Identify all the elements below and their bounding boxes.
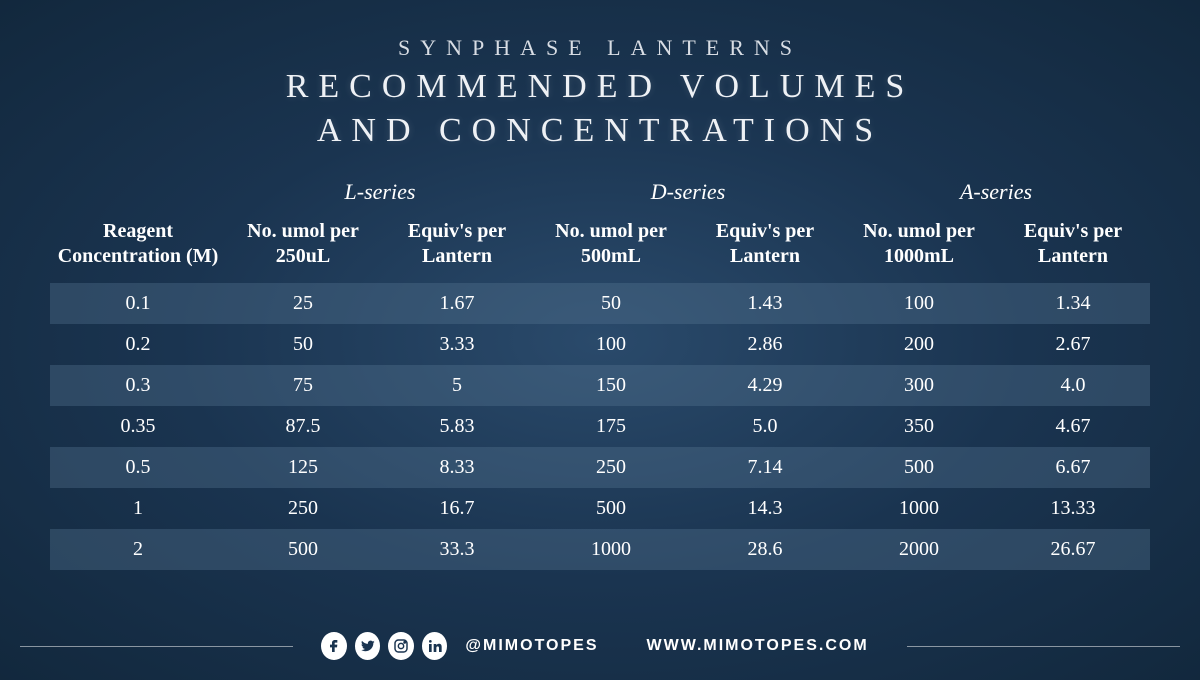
title-block: SYNPHASE LANTERNS RECOMMENDED VOLUMES AN… [50, 35, 1150, 153]
table-row: 0.37551504.293004.0 [50, 365, 1150, 406]
table-row: 250033.3100028.6200026.67 [50, 529, 1150, 570]
cell-conc: 0.35 [50, 406, 226, 447]
cell-d_eq: 4.29 [688, 365, 842, 406]
cell-d_umol: 250 [534, 447, 688, 488]
cell-l_eq: 5 [380, 365, 534, 406]
cell-conc: 0.1 [50, 283, 226, 324]
series-header-row: L-series D-series A-series [50, 173, 1150, 215]
cell-l_umol: 25 [226, 283, 380, 324]
main-title-line2: AND CONCENTRATIONS [317, 112, 883, 149]
cell-a_umol: 100 [842, 283, 996, 324]
a-umol-header: No. umol per 1000mL [842, 215, 996, 283]
cell-l_umol: 87.5 [226, 406, 380, 447]
cell-a_umol: 2000 [842, 529, 996, 570]
series-l-label: L-series [226, 173, 534, 215]
instagram-icon[interactable] [388, 632, 414, 660]
cell-d_umol: 1000 [534, 529, 688, 570]
series-a-label: A-series [842, 173, 1150, 215]
cell-d_eq: 28.6 [688, 529, 842, 570]
volumes-table: L-series D-series A-series Reagent Conce… [50, 173, 1150, 570]
cell-a_eq: 6.67 [996, 447, 1150, 488]
cell-l_eq: 3.33 [380, 324, 534, 365]
cell-d_umol: 175 [534, 406, 688, 447]
cell-l_eq: 1.67 [380, 283, 534, 324]
cell-l_umol: 500 [226, 529, 380, 570]
main-title: RECOMMENDED VOLUMES AND CONCENTRATIONS [50, 65, 1150, 153]
cell-a_eq: 1.34 [996, 283, 1150, 324]
cell-l_eq: 8.33 [380, 447, 534, 488]
social-handle: @MIMOTOPES [465, 637, 598, 655]
divider-left [20, 646, 293, 647]
cell-d_eq: 5.0 [688, 406, 842, 447]
cell-l_umol: 50 [226, 324, 380, 365]
cell-d_umol: 500 [534, 488, 688, 529]
cell-l_umol: 250 [226, 488, 380, 529]
l-equiv-header: Equiv's per Lantern [380, 215, 534, 283]
cell-a_eq: 2.67 [996, 324, 1150, 365]
column-header-row: Reagent Concentration (M) No. umol per 2… [50, 215, 1150, 283]
cell-d_eq: 14.3 [688, 488, 842, 529]
cell-conc: 0.3 [50, 365, 226, 406]
cell-conc: 1 [50, 488, 226, 529]
table-row: 0.2503.331002.862002.67 [50, 324, 1150, 365]
cell-d_eq: 7.14 [688, 447, 842, 488]
table-row: 125016.750014.3100013.33 [50, 488, 1150, 529]
cell-a_eq: 13.33 [996, 488, 1150, 529]
cell-a_umol: 200 [842, 324, 996, 365]
divider-right [907, 646, 1180, 647]
d-equiv-header: Equiv's per Lantern [688, 215, 842, 283]
cell-l_eq: 16.7 [380, 488, 534, 529]
table-row: 0.1251.67501.431001.34 [50, 283, 1150, 324]
linkedin-icon[interactable] [422, 632, 448, 660]
cell-a_umol: 350 [842, 406, 996, 447]
cell-conc: 0.2 [50, 324, 226, 365]
series-d-label: D-series [534, 173, 842, 215]
table-row: 0.3587.55.831755.03504.67 [50, 406, 1150, 447]
cell-d_umol: 150 [534, 365, 688, 406]
d-umol-header: No. umol per 500mL [534, 215, 688, 283]
cell-d_eq: 2.86 [688, 324, 842, 365]
cell-a_umol: 300 [842, 365, 996, 406]
cell-a_eq: 4.67 [996, 406, 1150, 447]
cell-a_umol: 500 [842, 447, 996, 488]
table-row: 0.51258.332507.145006.67 [50, 447, 1150, 488]
footer: @MIMOTOPES WWW.MIMOTOPES.COM [0, 632, 1200, 660]
cell-l_eq: 5.83 [380, 406, 534, 447]
a-equiv-header: Equiv's per Lantern [996, 215, 1150, 283]
facebook-icon[interactable] [321, 632, 347, 660]
cell-d_umol: 100 [534, 324, 688, 365]
cell-d_eq: 1.43 [688, 283, 842, 324]
l-umol-header: No. umol per 250uL [226, 215, 380, 283]
reagent-header: Reagent Concentration (M) [50, 215, 226, 283]
website-url[interactable]: WWW.MIMOTOPES.COM [647, 637, 869, 655]
twitter-icon[interactable] [355, 632, 381, 660]
cell-a_umol: 1000 [842, 488, 996, 529]
supertitle: SYNPHASE LANTERNS [50, 35, 1150, 61]
cell-conc: 0.5 [50, 447, 226, 488]
cell-l_umol: 125 [226, 447, 380, 488]
cell-a_eq: 26.67 [996, 529, 1150, 570]
cell-a_eq: 4.0 [996, 365, 1150, 406]
cell-d_umol: 50 [534, 283, 688, 324]
cell-l_umol: 75 [226, 365, 380, 406]
main-title-line1: RECOMMENDED VOLUMES [286, 68, 915, 105]
cell-l_eq: 33.3 [380, 529, 534, 570]
cell-conc: 2 [50, 529, 226, 570]
